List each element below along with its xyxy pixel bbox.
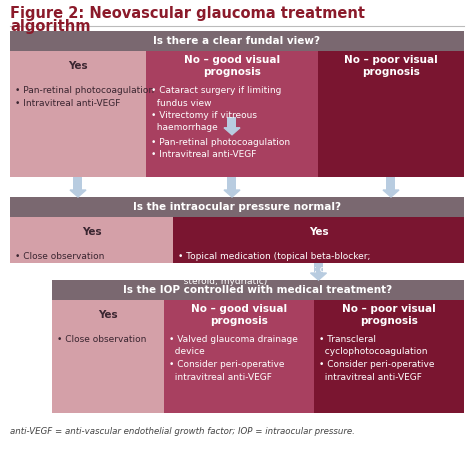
Bar xyxy=(173,217,464,247)
Text: No – poor visual
prognosis: No – poor visual prognosis xyxy=(342,304,436,326)
Text: algorithm: algorithm xyxy=(10,19,91,34)
Bar xyxy=(52,280,464,300)
Text: Is the IOP controlled with medical treatment?: Is the IOP controlled with medical treat… xyxy=(123,285,392,295)
Text: • Transcleral
  cyclophotocoagulation
• Consider peri-operative
  intravitreal a: • Transcleral cyclophotocoagulation • Co… xyxy=(319,335,435,381)
Text: No – good visual
prognosis: No – good visual prognosis xyxy=(184,55,280,77)
Text: • Close observation: • Close observation xyxy=(15,252,104,261)
Bar xyxy=(10,31,464,51)
Bar xyxy=(52,300,164,330)
Text: • Valved glaucoma drainage
  device
• Consider peri-operative
  intravitreal ant: • Valved glaucoma drainage device • Cons… xyxy=(169,335,298,381)
Bar xyxy=(73,177,82,190)
Bar xyxy=(52,330,164,413)
Text: Is there a clear fundal view?: Is there a clear fundal view? xyxy=(154,36,320,46)
Bar xyxy=(10,247,173,263)
Bar xyxy=(318,51,464,81)
Bar xyxy=(318,81,464,177)
Text: Figure 2: Neovascular glaucoma treatment: Figure 2: Neovascular glaucoma treatment xyxy=(10,6,365,21)
Bar xyxy=(146,81,318,177)
Bar xyxy=(10,51,146,81)
Polygon shape xyxy=(224,128,240,135)
Text: Yes: Yes xyxy=(98,310,118,320)
Text: • Close observation: • Close observation xyxy=(57,335,146,344)
Text: • Pan-retinal photocoagulation
• Intravitreal anti-VEGF: • Pan-retinal photocoagulation • Intravi… xyxy=(151,138,290,159)
Bar xyxy=(314,330,464,413)
Polygon shape xyxy=(310,273,327,280)
Text: Yes: Yes xyxy=(82,227,101,237)
Text: Yes: Yes xyxy=(309,227,328,237)
Bar xyxy=(314,300,464,330)
Bar xyxy=(173,247,464,263)
Bar xyxy=(10,197,464,217)
Text: Is the intraocular pressure normal?: Is the intraocular pressure normal? xyxy=(133,202,341,212)
Bar xyxy=(10,81,146,177)
Bar xyxy=(314,263,323,273)
Text: No – poor visual
prognosis: No – poor visual prognosis xyxy=(344,55,438,77)
Bar xyxy=(386,177,395,190)
Polygon shape xyxy=(383,190,399,197)
Text: Yes: Yes xyxy=(68,61,88,71)
Bar xyxy=(228,177,237,190)
Bar xyxy=(10,217,173,247)
Text: • Cataract surgery if limiting
  fundus view
• Vitrectomy if vitreous
  haemorrh: • Cataract surgery if limiting fundus vi… xyxy=(151,86,282,132)
Text: • Pan-retinal photocoagulation
• Intravitreal anti-VEGF: • Pan-retinal photocoagulation • Intravi… xyxy=(15,86,154,107)
Bar xyxy=(164,330,314,413)
Bar xyxy=(164,300,314,330)
Bar xyxy=(228,117,237,128)
Polygon shape xyxy=(224,190,240,197)
Text: No – good visual
prognosis: No – good visual prognosis xyxy=(191,304,287,326)
Text: • Topical medication (topical beta-blocker;
  carbonic anhydrase inhibitor; or a: • Topical medication (topical beta-block… xyxy=(178,252,401,286)
Polygon shape xyxy=(70,190,86,197)
Text: anti-VEGF = anti-vascular endothelial growth factor; IOP = intraocular pressure.: anti-VEGF = anti-vascular endothelial gr… xyxy=(10,427,355,436)
Bar xyxy=(146,51,318,81)
